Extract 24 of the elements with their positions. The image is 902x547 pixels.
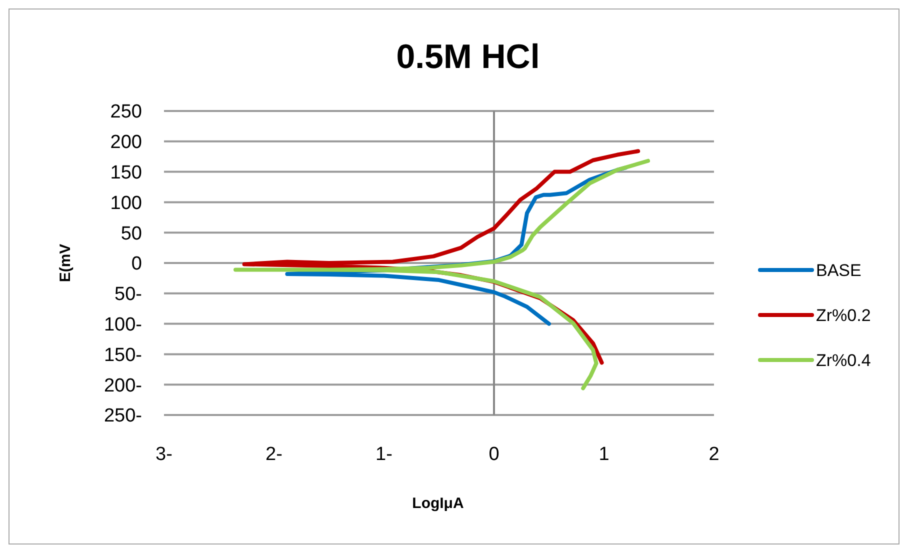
y-tick-label: 250- (104, 406, 142, 427)
y-tick-label: 100 (110, 192, 142, 214)
legend-label: Zr%0.2 (816, 306, 871, 325)
y-axis-title: E(mV (57, 244, 74, 282)
y-tick-label: 50- (114, 284, 142, 306)
y-tick-label: 0 (131, 254, 142, 275)
y-tick-label: 50 (120, 223, 142, 244)
y-tick-label: 200- (104, 375, 142, 396)
x-tick-label: 2 (708, 444, 720, 465)
x-tick-label: 1- (376, 444, 392, 465)
legend-label: BASE (816, 260, 862, 280)
x-tick-label: 3- (156, 444, 172, 465)
y-tick-label: 150- (104, 344, 142, 366)
legend-label: Zr%0.4 (816, 350, 871, 370)
x-tick-label: 1 (598, 444, 610, 465)
y-tick-label: 100- (104, 314, 142, 336)
line-series (234, 158, 650, 390)
y-tick-label: 150 (110, 162, 142, 184)
y-tick-label: 250 (110, 102, 142, 123)
x-axis-title: LogIμA (412, 495, 464, 512)
chart-title: 0.5M HCl (396, 38, 540, 76)
x-tick-label: 2- (266, 444, 282, 465)
x-tick-label: 0 (488, 444, 500, 465)
y-tick-label: 200 (110, 132, 142, 154)
